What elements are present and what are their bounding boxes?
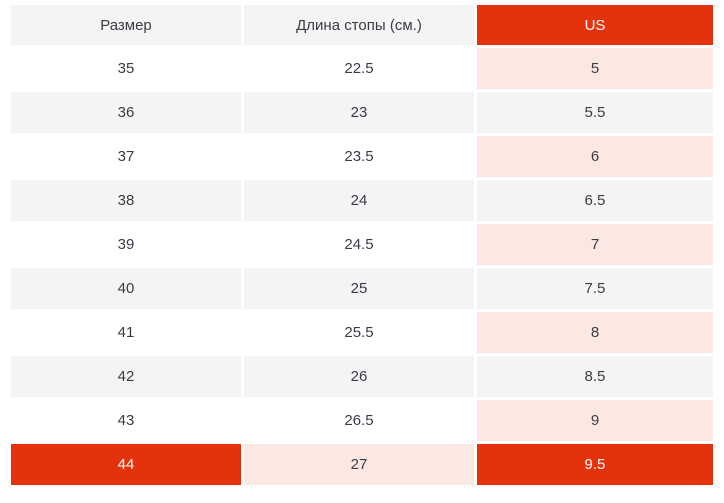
column-header-foot-length: Длина стопы (см.) bbox=[243, 5, 474, 45]
us-size-cell: 5.5 bbox=[476, 92, 713, 133]
column-header-us: US bbox=[476, 5, 713, 45]
foot-length-cell: 25 bbox=[243, 268, 474, 309]
foot-length-cell: 24.5 bbox=[243, 224, 474, 265]
us-size-cell: 8.5 bbox=[476, 356, 713, 397]
size-conversion-table: Размер Длина стопы (см.) US 35 22.5 5 36 23 5… bbox=[8, 2, 716, 488]
size-cell: 39 bbox=[11, 224, 241, 265]
table-row: 37 23.5 6 bbox=[11, 136, 713, 177]
us-size-cell: 9.5 bbox=[476, 444, 713, 485]
size-cell: 42 bbox=[11, 356, 241, 397]
table-row: 35 22.5 5 bbox=[11, 48, 713, 89]
column-header-size: Размер bbox=[11, 5, 241, 45]
table-row: 38 24 6.5 bbox=[11, 180, 713, 221]
foot-length-cell: 26.5 bbox=[243, 400, 474, 441]
us-size-cell: 6 bbox=[476, 136, 713, 177]
size-cell: 41 bbox=[11, 312, 241, 353]
size-chart: Размер Длина стопы (см.) US 35 22.5 5 36 23 5… bbox=[8, 2, 716, 488]
size-cell: 44 bbox=[11, 444, 241, 485]
size-cell: 40 bbox=[11, 268, 241, 309]
table-body: 35 22.5 5 36 23 5.5 37 23.5 6 38 24 6.5 39 24.5 7 40 25 7… bbox=[11, 48, 713, 485]
size-cell: 43 bbox=[11, 400, 241, 441]
us-size-cell: 6.5 bbox=[476, 180, 713, 221]
table-row: 43 26.5 9 bbox=[11, 400, 713, 441]
table-row: 39 24.5 7 bbox=[11, 224, 713, 265]
us-size-cell: 7 bbox=[476, 224, 713, 265]
foot-length-cell: 22.5 bbox=[243, 48, 474, 89]
size-cell: 38 bbox=[11, 180, 241, 221]
foot-length-cell: 27 bbox=[243, 444, 474, 485]
us-size-cell: 7.5 bbox=[476, 268, 713, 309]
table-row: 44 27 9.5 bbox=[11, 444, 713, 485]
us-size-cell: 9 bbox=[476, 400, 713, 441]
size-cell: 35 bbox=[11, 48, 241, 89]
table-row: 42 26 8.5 bbox=[11, 356, 713, 397]
foot-length-cell: 23.5 bbox=[243, 136, 474, 177]
table-row: 40 25 7.5 bbox=[11, 268, 713, 309]
table-row: 36 23 5.5 bbox=[11, 92, 713, 133]
size-cell: 36 bbox=[11, 92, 241, 133]
header-row: Размер Длина стопы (см.) US bbox=[11, 5, 713, 45]
foot-length-cell: 25.5 bbox=[243, 312, 474, 353]
foot-length-cell: 24 bbox=[243, 180, 474, 221]
table-row: 41 25.5 8 bbox=[11, 312, 713, 353]
foot-length-cell: 26 bbox=[243, 356, 474, 397]
us-size-cell: 5 bbox=[476, 48, 713, 89]
foot-length-cell: 23 bbox=[243, 92, 474, 133]
size-cell: 37 bbox=[11, 136, 241, 177]
us-size-cell: 8 bbox=[476, 312, 713, 353]
